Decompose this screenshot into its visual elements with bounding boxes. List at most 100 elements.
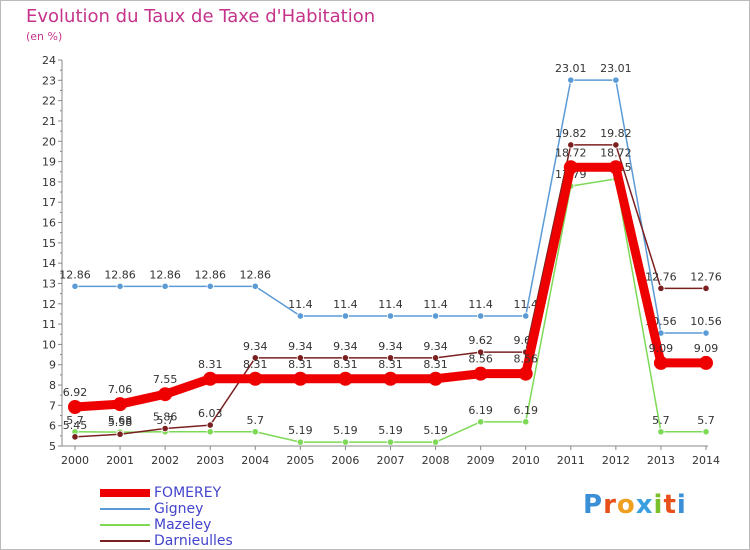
- y-tick-label: 18: [42, 176, 56, 189]
- data-point-fomerey: [563, 160, 578, 175]
- data-point-gigney: [567, 76, 575, 84]
- data-point-darnieulles: [296, 354, 304, 362]
- data-point-fomerey: [608, 160, 623, 175]
- y-tick-label: 22: [42, 95, 56, 108]
- data-label-darnieulles: 12.76: [690, 270, 722, 283]
- series-line-gigney: [74, 79, 707, 334]
- y-tick-label: 7: [49, 399, 56, 412]
- logo-letter: i: [676, 490, 687, 520]
- x-tick-label: 2008: [422, 454, 450, 467]
- y-tick-label: 9: [49, 359, 56, 372]
- data-point-fomerey: [383, 371, 398, 386]
- data-point-darnieulles: [161, 424, 169, 433]
- legend-swatch-darnieulles: [100, 540, 150, 542]
- x-tick-label: 2010: [512, 454, 540, 467]
- data-label-darnieulles: 9.34: [378, 340, 403, 353]
- data-label-darnieulles: 5.58: [108, 416, 133, 429]
- logo-letter: r: [603, 490, 617, 520]
- data-label-mazeley: 5.7: [66, 414, 84, 427]
- data-point-fomerey: [293, 371, 308, 386]
- y-tick-label: 12: [42, 298, 56, 311]
- data-point-fomerey: [338, 371, 353, 386]
- data-label-gigney: 23.01: [600, 62, 632, 75]
- data-label-darnieulles: 9.62: [468, 334, 493, 347]
- data-point-fomerey: [113, 397, 128, 412]
- legend-item-darnieulles: Darnieulles: [100, 533, 233, 549]
- chart-title: Evolution du Taux de Taxe d'Habitation: [26, 6, 376, 27]
- data-label-mazeley: 5.19: [423, 424, 448, 437]
- data-label-gigney: 23.01: [555, 62, 587, 75]
- data-label-fomerey: 8.31: [378, 358, 403, 371]
- data-point-darnieulles: [116, 430, 124, 438]
- legend-swatch-mazeley: [100, 524, 150, 526]
- data-label-fomerey: 8.31: [333, 358, 358, 371]
- data-point-mazeley: [296, 438, 304, 446]
- proxiti-logo: Proxiti: [583, 490, 687, 520]
- data-label-fomerey: 8.31: [288, 358, 313, 371]
- legend-label-gigney: Gigney: [154, 501, 204, 517]
- x-tick-label: 2005: [286, 454, 314, 467]
- data-label-darnieulles: 5.86: [153, 411, 178, 424]
- data-label-mazeley: 5.7: [156, 414, 174, 427]
- data-label-fomerey: 9.09: [694, 342, 719, 355]
- data-label-gigney: 11.4: [513, 298, 538, 311]
- data-label-fomerey: 8.56: [468, 353, 493, 366]
- y-tick-label: 17: [42, 196, 56, 209]
- data-point-mazeley: [702, 428, 710, 436]
- data-label-darnieulles: 9.34: [333, 340, 358, 353]
- data-label-mazeley: 5.7: [247, 414, 265, 427]
- data-point-darnieulles: [431, 354, 440, 362]
- data-label-fomerey: 9.09: [649, 342, 674, 355]
- data-point-fomerey: [653, 355, 668, 370]
- data-label-gigney: 12.86: [104, 268, 136, 281]
- data-label-gigney: 12.86: [240, 268, 272, 281]
- data-label-gigney: 11.4: [468, 298, 493, 311]
- data-label-gigney: 11.4: [288, 298, 313, 311]
- data-label-darnieulles: 19.82: [555, 127, 587, 140]
- data-point-gigney: [71, 282, 79, 290]
- x-tick-label: 2013: [647, 454, 675, 467]
- data-point-gigney: [431, 312, 440, 320]
- data-label-mazeley: 5.7: [697, 414, 715, 427]
- data-point-darnieulles: [71, 433, 79, 441]
- data-point-fomerey: [473, 366, 488, 381]
- x-tick-label: 2012: [602, 454, 630, 467]
- data-label-darnieulles: 5.45: [63, 419, 88, 432]
- chart-subtitle: (en %): [26, 30, 63, 43]
- data-point-darnieulles: [657, 284, 665, 292]
- data-label-gigney: 11.4: [333, 298, 358, 311]
- legend: FOMEREY Gigney Mazeley Darnieulles: [100, 485, 233, 549]
- data-point-gigney: [116, 282, 124, 290]
- data-point-mazeley: [657, 428, 665, 436]
- y-tick-label: 21: [42, 115, 56, 128]
- y-tick-label: 16: [42, 217, 56, 230]
- data-label-fomerey: 8.31: [198, 358, 223, 371]
- x-tick-label: 2009: [467, 454, 495, 467]
- data-label-darnieulles: 9.34: [288, 340, 313, 353]
- x-tick-label: 2003: [196, 454, 224, 467]
- data-label-darnieulles: 19.82: [600, 127, 632, 140]
- y-tick-label: 11: [42, 318, 56, 331]
- data-label-darnieulles: 12.76: [645, 270, 677, 283]
- data-point-fomerey: [158, 387, 173, 402]
- y-tick-label: 14: [42, 257, 56, 270]
- data-point-darnieulles: [702, 284, 710, 292]
- legend-item-gigney: Gigney: [100, 501, 233, 517]
- x-tick-label: 2011: [557, 454, 585, 467]
- data-label-fomerey: 7.06: [108, 383, 133, 396]
- data-point-mazeley: [341, 438, 350, 446]
- y-tick-label: 24: [42, 54, 56, 67]
- legend-label-mazeley: Mazeley: [154, 517, 212, 533]
- data-label-darnieulles: 9.34: [423, 340, 448, 353]
- legend-label-fomerey: FOMEREY: [154, 485, 222, 501]
- data-point-gigney: [341, 312, 350, 320]
- data-label-fomerey: 6.92: [63, 386, 88, 399]
- data-label-mazeley: 6.19: [468, 404, 493, 417]
- data-point-mazeley: [386, 438, 395, 446]
- x-tick-label: 2014: [692, 454, 720, 467]
- y-tick-label: 8: [49, 379, 56, 392]
- data-point-fomerey: [68, 399, 82, 414]
- x-tick-label: 2001: [106, 454, 134, 467]
- data-label-mazeley: 5.68: [108, 414, 133, 427]
